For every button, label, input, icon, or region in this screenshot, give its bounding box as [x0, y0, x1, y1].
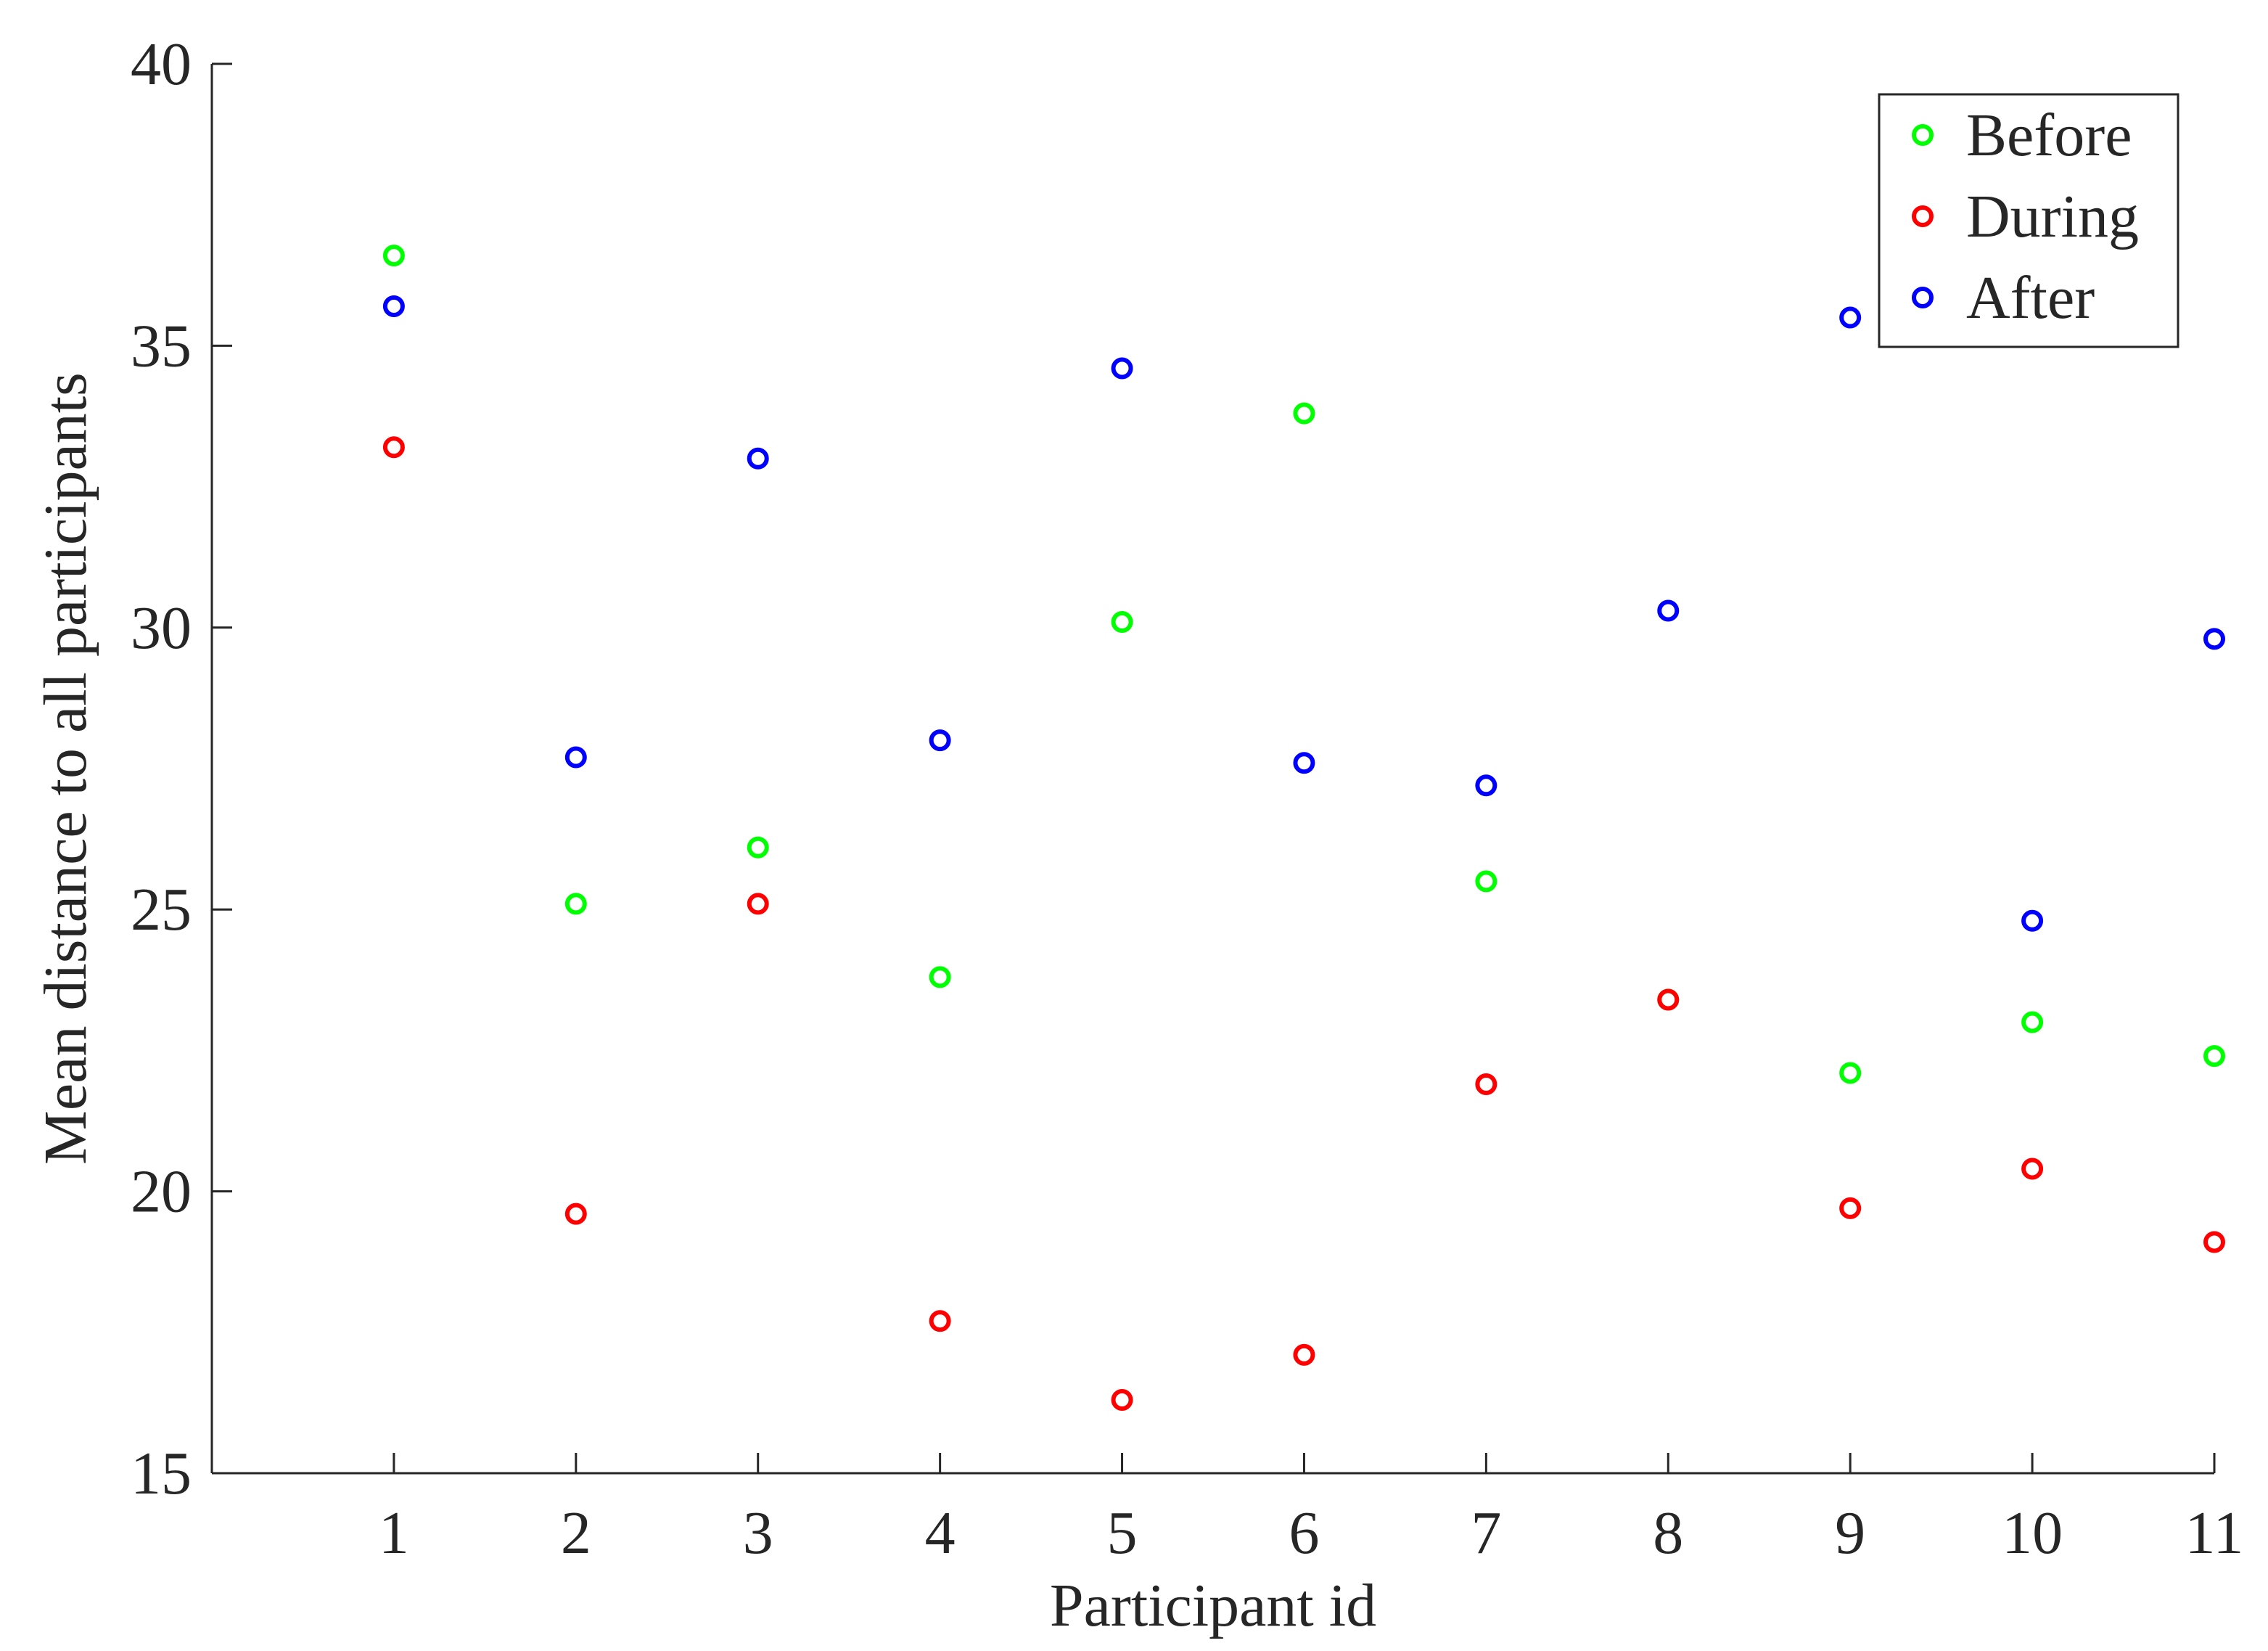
y-tick-label: 35 [131, 312, 192, 380]
point-during [2021, 1158, 2044, 1180]
point-after [382, 295, 405, 318]
point-before [1293, 402, 1315, 425]
point-during [382, 436, 405, 459]
x-tick-label: 1 [379, 1499, 409, 1567]
point-after [2203, 628, 2225, 650]
x-tick-label: 4 [925, 1499, 956, 1567]
point-during [1475, 1073, 1497, 1096]
point-before [564, 893, 587, 915]
x-tick-label: 3 [743, 1499, 773, 1567]
x-tick-label: 10 [2002, 1499, 2063, 1567]
point-after [1293, 752, 1315, 774]
point-after [1839, 306, 1862, 329]
data-points [382, 245, 2225, 1412]
legend-label-before: Before [1966, 102, 2132, 169]
point-after [1657, 599, 1680, 622]
point-during [747, 893, 769, 915]
x-tick-label: 5 [1107, 1499, 1138, 1567]
legend-label-during: During [1966, 183, 2139, 250]
x-tick-label: 6 [1289, 1499, 1319, 1567]
y-axis-label: Mean distance to all participants [32, 372, 99, 1165]
point-after [1475, 774, 1497, 797]
ticks: 1 2 3 4 5 6 7 8 9 10 11 15 20 25 30 35 40 [131, 30, 2243, 1567]
point-before [1475, 870, 1497, 893]
x-tick-label: 8 [1653, 1499, 1683, 1567]
point-during [1111, 1389, 1133, 1412]
x-tick-label: 7 [1471, 1499, 1501, 1567]
legend-marker-after [1912, 287, 1934, 308]
point-during [1657, 988, 1680, 1011]
point-before [2021, 1011, 2044, 1033]
point-before [747, 836, 769, 859]
y-tick-label: 15 [131, 1440, 192, 1507]
x-axis-label: Participant id [1050, 1572, 1376, 1639]
legend: Before During After [1878, 93, 2179, 348]
point-before [1111, 611, 1133, 634]
point-after [1111, 357, 1133, 380]
y-tick-label: 25 [131, 876, 192, 943]
point-during [1839, 1197, 1862, 1219]
point-during [564, 1203, 587, 1225]
point-after [564, 746, 587, 769]
legend-marker-before [1912, 124, 1934, 146]
point-before [2203, 1045, 2225, 1068]
point-during [1293, 1343, 1315, 1366]
x-tick-label: 9 [1835, 1499, 1865, 1567]
axes [210, 64, 2214, 1475]
point-during [929, 1310, 951, 1332]
point-before [382, 245, 405, 267]
point-during [2203, 1231, 2225, 1253]
point-before [929, 966, 951, 988]
point-after [2021, 909, 2044, 932]
point-after [747, 447, 769, 470]
legend-label-after: After [1966, 264, 2095, 332]
y-tick-label: 30 [131, 594, 192, 662]
x-tick-label: 11 [2185, 1499, 2244, 1567]
point-before [1839, 1062, 1862, 1084]
legend-marker-during [1912, 205, 1934, 227]
point-after [929, 729, 951, 752]
x-tick-label: 2 [561, 1499, 591, 1567]
y-tick-label: 40 [131, 30, 192, 98]
y-tick-label: 20 [131, 1158, 192, 1226]
